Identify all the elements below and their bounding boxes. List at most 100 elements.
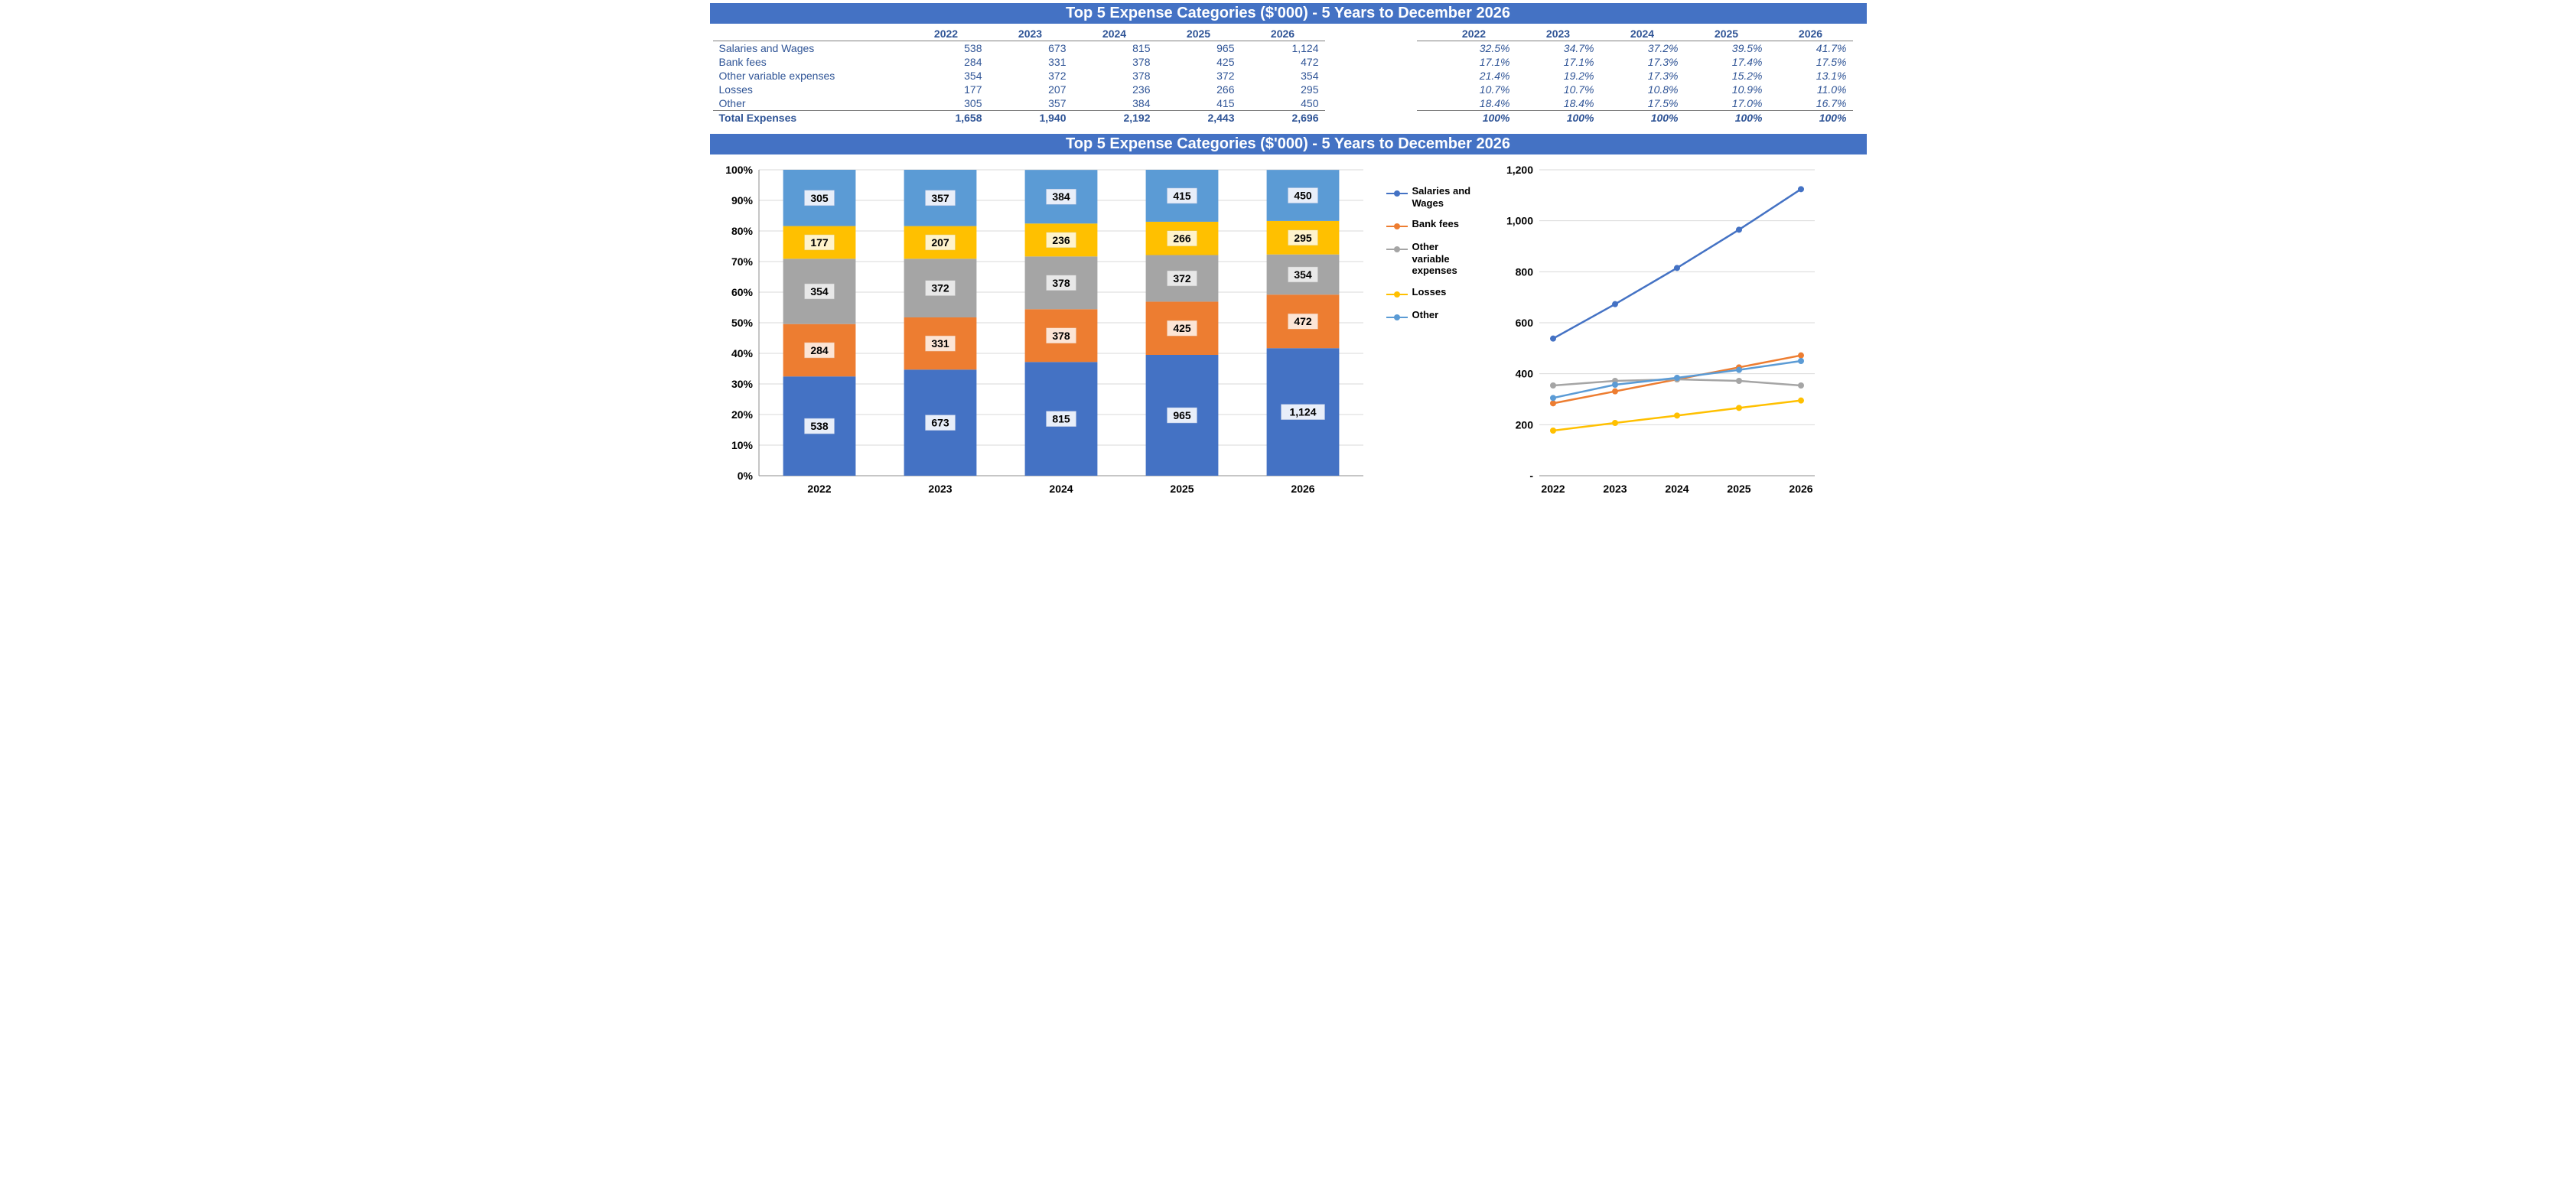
svg-text:266: 266 <box>1173 233 1191 245</box>
table-cell: 472 <box>1241 55 1325 69</box>
svg-text:2022: 2022 <box>1541 483 1565 495</box>
table-cell: 21.4% <box>1432 69 1516 83</box>
table-header-year: 2025 <box>1157 27 1241 41</box>
legend-item: Other variable expenses <box>1386 241 1478 277</box>
table-cell: 815 <box>1073 41 1157 56</box>
svg-text:200: 200 <box>1515 418 1533 431</box>
row-label <box>1417 41 1432 56</box>
table-header-year: 2024 <box>1073 27 1157 41</box>
svg-text:372: 372 <box>931 282 949 294</box>
legend-label: Bank fees <box>1412 218 1459 230</box>
legend-marker <box>1386 188 1408 199</box>
table-cell: 17.1% <box>1432 55 1516 69</box>
svg-text:600: 600 <box>1515 317 1533 329</box>
table-row: 17.1%17.1%17.3%17.4%17.5% <box>1417 55 1853 69</box>
table-header-year: 2023 <box>988 27 1073 41</box>
row-label: Salaries and Wages <box>713 41 904 56</box>
table-cell: 18.4% <box>1516 96 1601 111</box>
chart-marker <box>1736 405 1742 411</box>
svg-text:2025: 2025 <box>1170 483 1194 495</box>
chart-marker <box>1736 378 1742 384</box>
table-cell: 372 <box>1157 69 1241 83</box>
table-cell: 17.1% <box>1516 55 1601 69</box>
table-cell: 2,696 <box>1241 111 1325 125</box>
table-cell: 425 <box>1157 55 1241 69</box>
table-row: Losses177207236266295 <box>713 83 1325 96</box>
svg-text:40%: 40% <box>731 347 753 359</box>
row-label <box>1417 55 1432 69</box>
svg-text:815: 815 <box>1052 413 1070 425</box>
stacked-bar-chart: 0%10%20%30%40%50%60%70%80%90%100%5382843… <box>713 162 1371 509</box>
legend-label: Salaries and Wages <box>1412 185 1478 209</box>
svg-text:384: 384 <box>1052 190 1070 203</box>
svg-text:-: - <box>1529 470 1533 482</box>
legend-label: Losses <box>1412 286 1447 298</box>
svg-text:2023: 2023 <box>928 483 952 495</box>
chart-marker <box>1736 367 1742 373</box>
row-label <box>1417 69 1432 83</box>
table-header-year: 2022 <box>904 27 988 41</box>
table-cell: 207 <box>988 83 1073 96</box>
line-chart: -2004006008001,0001,20020222023202420252… <box>1493 162 1822 509</box>
table-row: 21.4%19.2%17.3%15.2%13.1% <box>1417 69 1853 83</box>
row-label <box>1417 111 1432 125</box>
svg-text:450: 450 <box>1294 190 1312 202</box>
table-cell: 100% <box>1432 111 1516 125</box>
svg-text:177: 177 <box>810 236 829 249</box>
svg-text:1,124: 1,124 <box>1289 406 1316 418</box>
table-row: 10.7%10.7%10.8%10.9%11.0% <box>1417 83 1853 96</box>
row-label: Bank fees <box>713 55 904 69</box>
table-cell: 1,658 <box>904 111 988 125</box>
title-bar-charts: Top 5 Expense Categories ($'000) - 5 Yea… <box>710 134 1867 154</box>
chart-marker <box>1550 336 1556 342</box>
table-cell: 18.4% <box>1432 96 1516 111</box>
table-header-year: 2024 <box>1601 27 1685 41</box>
svg-text:100%: 100% <box>725 164 753 176</box>
svg-text:400: 400 <box>1515 368 1533 380</box>
svg-text:50%: 50% <box>731 317 753 329</box>
chart-legend: Salaries and Wages Bank fees Other varia… <box>1386 162 1478 332</box>
table-cell: 450 <box>1241 96 1325 111</box>
svg-text:90%: 90% <box>731 194 753 207</box>
chart-marker <box>1550 428 1556 434</box>
table-cell: 17.5% <box>1601 96 1685 111</box>
chart-marker <box>1612 389 1618 395</box>
table-cell: 354 <box>904 69 988 83</box>
table-row: Other variable expenses354372378372354 <box>713 69 1325 83</box>
table-row: 32.5%34.7%37.2%39.5%41.7% <box>1417 41 1853 56</box>
table-cell: 15.2% <box>1685 69 1769 83</box>
table-cell: 17.3% <box>1601 69 1685 83</box>
legend-item: Bank fees <box>1386 218 1478 232</box>
table-cell: 266 <box>1157 83 1241 96</box>
chart-line <box>1553 189 1801 338</box>
svg-text:305: 305 <box>810 192 829 204</box>
svg-text:2022: 2022 <box>807 483 831 495</box>
svg-text:354: 354 <box>1294 268 1312 281</box>
percentage-values-table: 2022202320242025202632.5%34.7%37.2%39.5%… <box>1417 27 1853 125</box>
svg-text:1,200: 1,200 <box>1506 164 1532 176</box>
table-cell: 538 <box>904 41 988 56</box>
table-cell: 10.7% <box>1432 83 1516 96</box>
table-cell: 100% <box>1601 111 1685 125</box>
chart-marker <box>1612 301 1618 307</box>
table-cell: 10.8% <box>1601 83 1685 96</box>
legend-item: Losses <box>1386 286 1478 300</box>
table-header-year: 2022 <box>1432 27 1516 41</box>
svg-text:425: 425 <box>1173 322 1191 334</box>
svg-text:2026: 2026 <box>1291 483 1314 495</box>
table-row: Bank fees284331378425472 <box>713 55 1325 69</box>
table-cell: 354 <box>1241 69 1325 83</box>
svg-text:1,000: 1,000 <box>1506 215 1532 227</box>
svg-text:538: 538 <box>810 420 829 432</box>
chart-marker <box>1674 412 1680 418</box>
legend-item: Other <box>1386 309 1478 323</box>
svg-text:20%: 20% <box>731 408 753 421</box>
table-cell: 13.1% <box>1769 69 1853 83</box>
table-cell: 37.2% <box>1601 41 1685 56</box>
chart-marker <box>1736 226 1742 233</box>
legend-marker <box>1386 221 1408 232</box>
chart-marker <box>1550 382 1556 389</box>
table-cell: 32.5% <box>1432 41 1516 56</box>
svg-text:295: 295 <box>1294 232 1312 244</box>
table-cell: 378 <box>1073 55 1157 69</box>
